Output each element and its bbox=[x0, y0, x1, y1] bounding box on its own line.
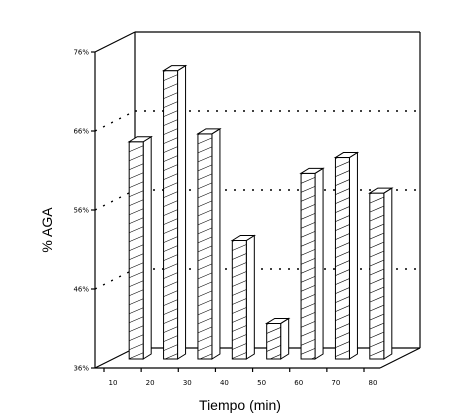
floor-left-edge bbox=[94, 347, 136, 369]
x-tick-label: 20 bbox=[146, 379, 155, 387]
bar bbox=[161, 64, 188, 360]
bar-side bbox=[314, 167, 324, 360]
y-tick-label: 76% bbox=[73, 49, 89, 57]
bar bbox=[299, 167, 325, 360]
bar-side bbox=[245, 234, 255, 360]
bar-hatch bbox=[232, 240, 247, 359]
top-depth-edge bbox=[94, 31, 136, 53]
bar-top bbox=[127, 136, 153, 143]
y-tick-labels: 36% 46% 56% 66% 76% bbox=[73, 49, 89, 373]
x-tick-label: 70 bbox=[331, 379, 340, 387]
x-axis-label: Tiempo (min) bbox=[199, 397, 281, 413]
y-tick-label: 36% bbox=[73, 365, 89, 373]
bar-side bbox=[177, 64, 187, 360]
bar-hatch bbox=[369, 193, 384, 359]
bar-side bbox=[142, 135, 152, 360]
bar-hatch bbox=[266, 323, 281, 360]
bar-hatch bbox=[301, 173, 316, 359]
bar-side bbox=[383, 187, 393, 360]
bar-hatch bbox=[197, 133, 212, 359]
bar bbox=[196, 127, 222, 360]
floor-right-edge bbox=[379, 347, 421, 369]
bar-top bbox=[196, 128, 222, 135]
x-tick-labels: 10 20 30 40 50 60 70 80 bbox=[109, 379, 378, 387]
bar-top bbox=[299, 167, 325, 174]
x-tick-label: 40 bbox=[220, 379, 229, 387]
bar bbox=[264, 317, 291, 360]
bar-side bbox=[211, 127, 221, 360]
x-tick-label: 80 bbox=[369, 379, 378, 387]
bar-top bbox=[333, 152, 360, 159]
grid bbox=[94, 110, 420, 290]
bar-side bbox=[348, 151, 358, 360]
bar bbox=[230, 234, 257, 360]
bar-hatch bbox=[129, 141, 144, 359]
grid-line-depth bbox=[94, 189, 136, 211]
x-tick-label: 50 bbox=[257, 379, 266, 387]
y-tick-label: 46% bbox=[73, 286, 89, 294]
bar-top bbox=[161, 65, 188, 72]
bar-top bbox=[264, 317, 291, 324]
y-tick-label: 66% bbox=[73, 128, 89, 136]
y-tick-label: 56% bbox=[73, 207, 89, 215]
x-tick-label: 10 bbox=[109, 379, 118, 387]
bar bbox=[368, 187, 394, 360]
bar-top bbox=[368, 187, 394, 194]
bar-side bbox=[280, 317, 290, 360]
x-tick-label: 30 bbox=[183, 379, 192, 387]
bars bbox=[127, 64, 394, 360]
grid-line-depth bbox=[94, 268, 136, 290]
bar-top bbox=[230, 235, 257, 241]
bar-hatch bbox=[335, 157, 350, 357]
bar bbox=[127, 135, 153, 360]
y-axis-label: % AGA bbox=[39, 207, 55, 253]
bar-hatch bbox=[163, 70, 178, 360]
x-tick-label: 60 bbox=[294, 379, 303, 387]
grid-line-depth bbox=[94, 110, 136, 132]
bar bbox=[333, 151, 360, 360]
